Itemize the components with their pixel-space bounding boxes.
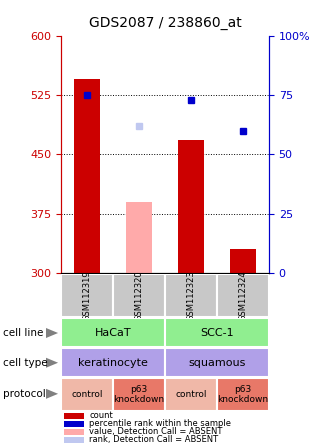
Bar [61, 378, 113, 411]
Text: value, Detection Call = ABSENT: value, Detection Call = ABSENT [89, 428, 222, 436]
Text: control: control [71, 390, 103, 399]
Bar [113, 274, 165, 317]
Text: control: control [175, 390, 207, 399]
Bar [126, 202, 152, 273]
Polygon shape [46, 388, 58, 399]
Bar [64, 413, 84, 419]
Text: percentile rank within the sample: percentile rank within the sample [89, 420, 231, 428]
Text: protocol: protocol [3, 389, 46, 399]
Bar [113, 378, 165, 411]
Text: p63
knockdown: p63 knockdown [114, 385, 165, 404]
Bar [74, 79, 100, 273]
Bar [178, 140, 204, 273]
Text: squamous: squamous [188, 357, 246, 368]
Text: cell type: cell type [3, 358, 48, 368]
Text: count: count [89, 412, 113, 420]
Text: rank, Detection Call = ABSENT: rank, Detection Call = ABSENT [89, 436, 218, 444]
Text: GDS2087 / 238860_at: GDS2087 / 238860_at [89, 16, 241, 30]
Bar [61, 318, 165, 347]
Bar [165, 318, 269, 347]
Text: GSM112323: GSM112323 [186, 270, 195, 321]
Bar [64, 429, 84, 435]
Bar [217, 274, 269, 317]
Bar [165, 274, 217, 317]
Text: HaCaT: HaCaT [95, 328, 131, 338]
Text: SCC-1: SCC-1 [200, 328, 234, 338]
Bar [217, 378, 269, 411]
Text: GSM112324: GSM112324 [239, 270, 248, 321]
Bar [165, 348, 269, 377]
Polygon shape [46, 357, 58, 368]
Bar [64, 421, 84, 427]
Text: GSM112319: GSM112319 [82, 270, 91, 321]
Bar [61, 348, 165, 377]
Bar [230, 250, 256, 273]
Bar [165, 378, 217, 411]
Bar [64, 437, 84, 443]
Text: keratinocyte: keratinocyte [78, 357, 148, 368]
Polygon shape [46, 328, 58, 338]
Text: GSM112320: GSM112320 [135, 270, 144, 321]
Text: p63
knockdown: p63 knockdown [217, 385, 269, 404]
Bar [61, 274, 113, 317]
Text: cell line: cell line [3, 328, 44, 338]
